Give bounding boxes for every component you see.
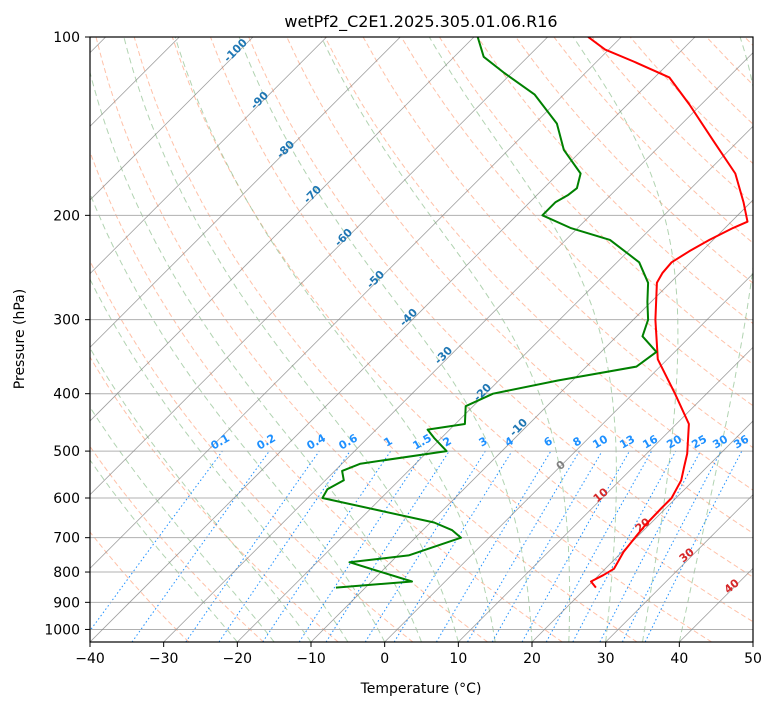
- dry-adiabat: [210, 37, 753, 623]
- moist-adiabat: [90, 70, 422, 642]
- isotherm-line: [458, 346, 753, 642]
- x-tick-label: 20: [523, 651, 541, 667]
- mixing-ratio-line: [572, 450, 677, 642]
- isotherm-line: [90, 37, 548, 496]
- isotherm-line: [163, 52, 753, 642]
- x-axis-title: Temperature (°C): [360, 681, 482, 697]
- y-tick-label: 1000: [44, 622, 80, 638]
- moist-adiabat: [90, 192, 386, 642]
- moist-adiabat: [90, 406, 275, 642]
- isotherm-line: [605, 494, 753, 642]
- dry-adiabat: [133, 37, 638, 642]
- moist-adiabat: [572, 37, 679, 642]
- isotherm-line: [90, 37, 622, 569]
- mixing-ratio-line: [185, 450, 320, 642]
- mixing-ratio-line: [298, 450, 425, 642]
- isotherm-line: [752, 641, 753, 642]
- y-tick-label: 200: [53, 208, 80, 224]
- x-tick-label: 40: [670, 651, 688, 667]
- mixing-ratio-labels: 0.1 0.2 0.4 0.6 1 1.5 2 3 4 6 8 10 13 16 20 25 30 36: [209, 431, 752, 452]
- x-tick-label: 0: [380, 651, 389, 667]
- dry-adiabat: [400, 37, 753, 407]
- mixing-ratio-line: [521, 450, 630, 642]
- background-lines: [90, 37, 753, 642]
- dry-adiabat: [438, 37, 753, 366]
- x-tick-label: −20: [223, 651, 253, 667]
- plot-background: [90, 37, 753, 642]
- plot-frame: [89, 36, 754, 643]
- y-tick-label: 100: [53, 30, 80, 46]
- isotherm-line: [237, 125, 753, 642]
- chart-title: wetPf2_C2E1.2025.305.01.06.R16: [284, 12, 557, 32]
- mixing-ratio-line: [393, 450, 513, 642]
- x-tick-label: −40: [75, 651, 105, 667]
- x-tick-label: 30: [597, 651, 615, 667]
- isotherm-line: [90, 37, 254, 201]
- y-tick-label: 600: [53, 491, 80, 507]
- dry-adiabat: [90, 356, 339, 642]
- x-tick-label: 10: [449, 651, 467, 667]
- isotherm-line: [90, 37, 696, 642]
- mixing-ratio-line: [644, 450, 743, 642]
- x-axis-ticks: −40 −30 −20 −10 0 10 20 30 40 50: [75, 642, 762, 667]
- isotherm-line: [90, 37, 475, 422]
- y-tick-label: 700: [53, 531, 80, 547]
- y-tick-label: 500: [53, 444, 80, 460]
- dry-adiabat: [95, 37, 563, 642]
- temperature-profile-line: [587, 37, 749, 589]
- dry-adiabat: [90, 445, 264, 642]
- mixing-ratio-line: [545, 450, 653, 642]
- isotherm-line: [90, 37, 327, 275]
- dewpoint-profile-line: [321, 37, 658, 589]
- moist-adiabat: [678, 37, 753, 642]
- moist-adiabat: [174, 37, 496, 642]
- moist-adiabat: [90, 278, 349, 642]
- mixing-ratio-line: [262, 450, 392, 642]
- moist-adiabat: [238, 37, 533, 642]
- sounding-series: [321, 37, 749, 589]
- y-tick-label: 800: [53, 565, 80, 581]
- mixing-ratio-line: [325, 450, 450, 642]
- y-tick-label: 400: [53, 387, 80, 403]
- mixing-ratio-line: [218, 450, 351, 642]
- moist-adiabat: [428, 37, 617, 642]
- mixing-ratio-line: [90, 450, 223, 632]
- moist-adiabat: [320, 37, 571, 642]
- x-tick-label: −30: [149, 651, 179, 667]
- moist-adiabat: [123, 37, 459, 642]
- dry-adiabat: [324, 37, 753, 491]
- dry-adiabat: [515, 37, 753, 284]
- y-tick-label: 900: [53, 595, 80, 611]
- isotherm-line: [384, 273, 753, 642]
- isotherm-line: [90, 37, 401, 348]
- y-axis-title: Pressure (hPa): [12, 289, 28, 389]
- dry-adiabat: [248, 37, 753, 578]
- dry-adiabat: [90, 150, 488, 642]
- dry-adiabat: [90, 531, 190, 642]
- x-tick-label: −10: [296, 651, 326, 667]
- y-axis-ticks: 100 200 300 400 500 600 700 800 900 1000: [44, 30, 90, 638]
- isotherm-line: [310, 199, 753, 642]
- mixing-ratio-line: [131, 450, 270, 642]
- y-tick-label: 300: [53, 313, 80, 329]
- x-tick-label: 50: [744, 651, 762, 667]
- moist-adiabat: [90, 459, 238, 642]
- dry-adiabat: [171, 37, 712, 642]
